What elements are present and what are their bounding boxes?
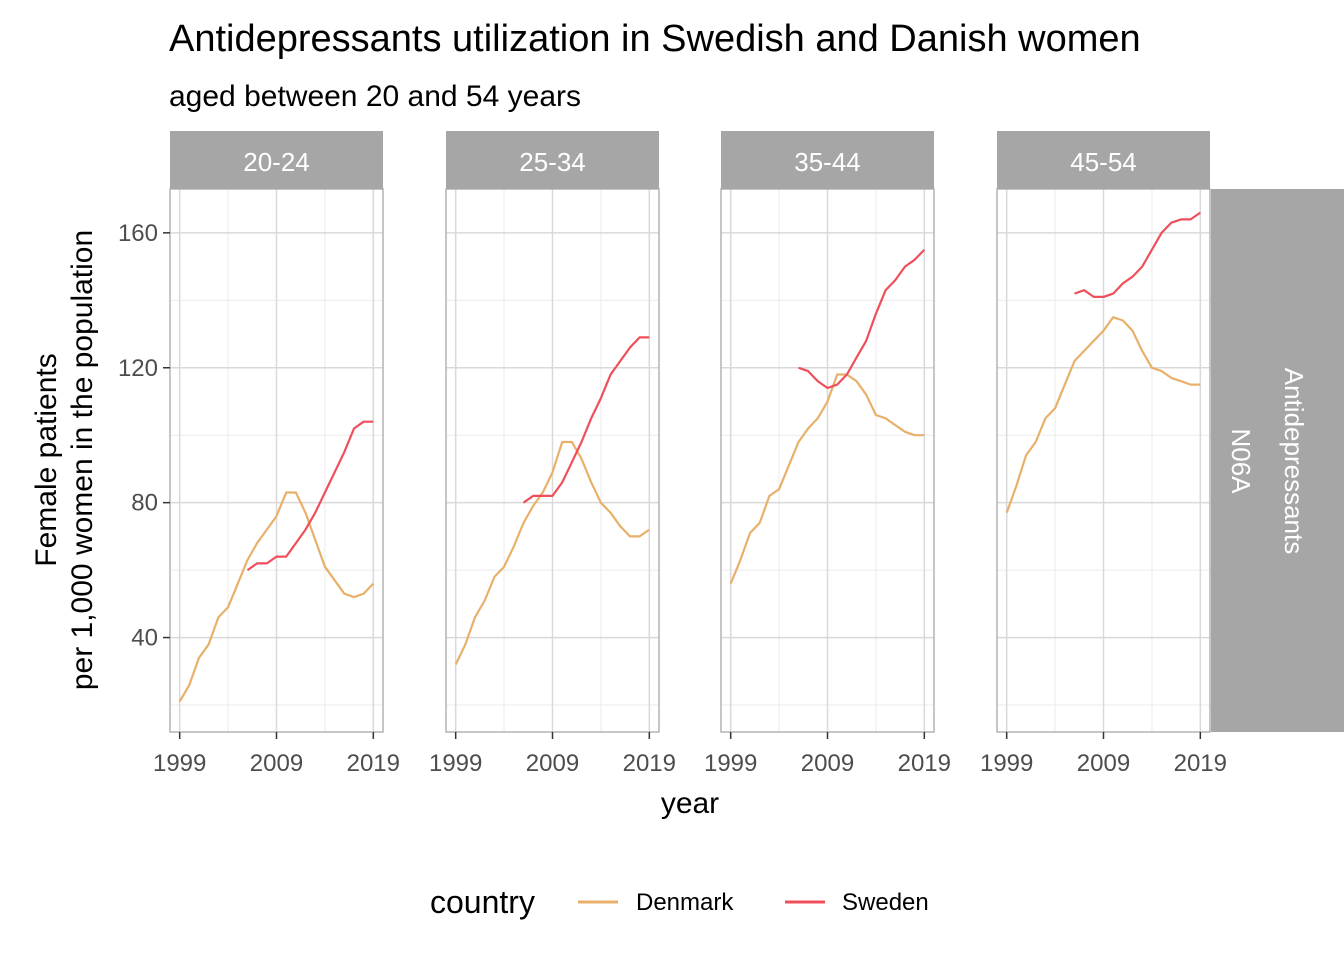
- row-strip-background: [1211, 189, 1344, 732]
- x-tick-label: 2019: [1174, 750, 1227, 777]
- legend-title: country: [430, 884, 535, 920]
- series-line-denmark-25-34: [454, 440, 650, 665]
- x-tick-label: 2009: [526, 750, 579, 777]
- facet-strip-label: 25-34: [519, 147, 586, 177]
- y-tick-label: 160: [118, 220, 158, 247]
- x-tick-label: 1999: [429, 750, 482, 777]
- facet-panel-35-44: 35-44 1999 2009 2019: [704, 131, 951, 777]
- row-strip-label-n06a: N06A: [1226, 428, 1256, 494]
- x-tick-label: 1999: [704, 750, 757, 777]
- facet-strip: [721, 131, 934, 189]
- y-axis-label-line1: Female patients: [30, 353, 63, 566]
- x-axis-label: year: [661, 787, 719, 820]
- facet-panel-20-24: 20-24 1999 2009 2019 40 80 120 160: [118, 131, 400, 777]
- facet-strip: [446, 131, 659, 189]
- legend: country Denmark Sweden: [430, 884, 929, 920]
- series-line-denmark-20-24: [178, 491, 375, 703]
- x-tick-label: 2019: [898, 750, 951, 777]
- row-strip-label-antidepressants: Antidepressants: [1279, 368, 1309, 554]
- x-tick-label: 2019: [623, 750, 676, 777]
- facet-panel-25-34: 25-34 1999 2009 2019: [429, 131, 676, 777]
- chart-title: Antidepressants utilization in Swedish a…: [169, 18, 1141, 60]
- series-line-sweden-25-34: [522, 336, 650, 504]
- facet-strip-label: 35-44: [794, 147, 861, 177]
- x-tick-label: 2009: [1077, 750, 1130, 777]
- facet-strip-label: 45-54: [1070, 147, 1137, 177]
- x-tick-label: 1999: [153, 750, 206, 777]
- y-tick-label: 40: [131, 625, 158, 652]
- facet-panels: 20-24 1999 2009 2019 40 80 120 160 25-34 1999 2009…: [118, 131, 1227, 777]
- x-tick-label: 2019: [347, 750, 400, 777]
- y-tick-label: 80: [131, 490, 158, 517]
- series-line-sweden-20-24: [246, 420, 374, 572]
- series-line-denmark-45-54: [1005, 316, 1201, 514]
- chart-subtitle: aged between 20 and 54 years: [169, 80, 581, 113]
- series-line-sweden-35-44: [798, 248, 926, 390]
- legend-label-sweden: Sweden: [842, 889, 929, 916]
- y-axis-label: Female patients per 1,000 women in the p…: [30, 230, 99, 690]
- x-tick-label: 2009: [250, 750, 303, 777]
- series-line-denmark-35-44: [729, 373, 925, 585]
- facet-strip: [170, 131, 383, 189]
- facet-strip: [997, 131, 1210, 189]
- facet-strip-label: 20-24: [243, 147, 310, 177]
- series-line-sweden-45-54: [1074, 211, 1201, 298]
- facet-panel-45-54: 45-54 1999 2009 2019: [980, 131, 1227, 777]
- x-tick-label: 1999: [980, 750, 1033, 777]
- y-tick-label: 120: [118, 355, 158, 382]
- x-tick-label: 2009: [801, 750, 854, 777]
- y-axis-label-line2: per 1,000 women in the population: [66, 230, 99, 690]
- legend-label-denmark: Denmark: [636, 889, 734, 916]
- row-strip: Antidepressants N06A: [1211, 189, 1344, 732]
